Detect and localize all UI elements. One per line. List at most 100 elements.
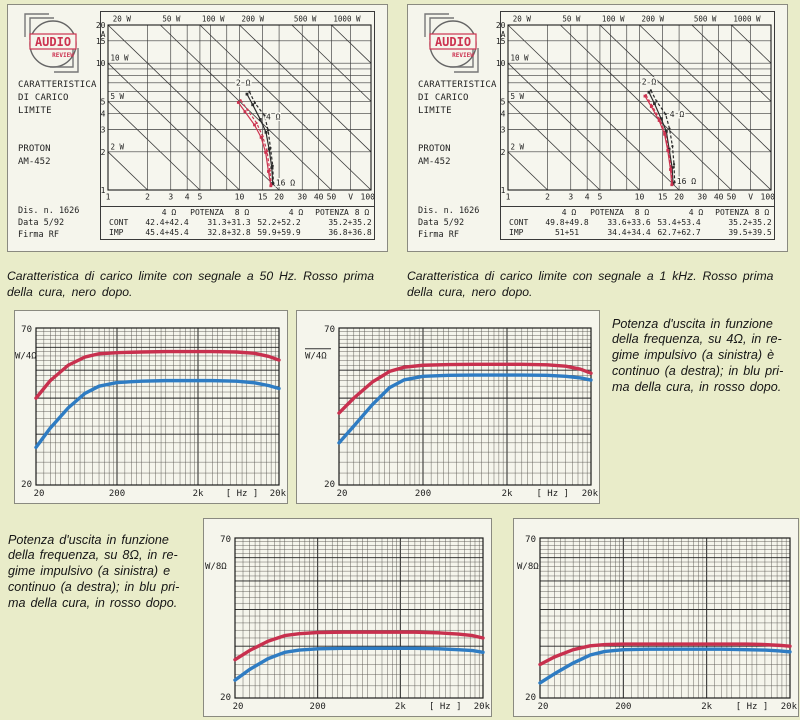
logo-audio-box: [29, 33, 77, 50]
load-chart-box-1khz: 20 W 50 W 100 W 200 W 500 W 1000 W 10 W 5 W 2 W 2…: [496, 11, 775, 240]
svg-text:5 W: 5 W: [511, 92, 525, 101]
svg-text:A: A: [501, 30, 506, 39]
col-header: POTENZA: [315, 208, 349, 217]
svg-text:100 W: 100 W: [202, 15, 225, 24]
svg-text:15: 15: [496, 37, 506, 46]
value-imp-4ohm-black: 59.9+59.9: [257, 228, 301, 237]
svg-text:500 W: 500 W: [694, 15, 717, 24]
svg-text:2 W: 2 W: [511, 142, 525, 151]
svg-text:[ Hz ]: [ Hz ]: [429, 702, 462, 712]
svg-text:5: 5: [101, 97, 106, 106]
value-cont-8ohm-black: 35.2+35.2: [728, 218, 772, 227]
svg-text:16 Ω: 16 Ω: [677, 177, 696, 186]
panel-title: CARATTERISTICA DI CARICO LIMITE: [418, 80, 497, 116]
svg-text:5: 5: [598, 193, 603, 202]
svg-text:20: 20: [96, 21, 106, 30]
svg-text:V: V: [748, 193, 753, 202]
freq-panel-8ohm-continuous: 70 20 20 200 2k [ Hz ] 20k W/8Ω: [513, 518, 799, 717]
svg-text:1000 W: 1000 W: [333, 15, 361, 24]
row-label: IMP: [509, 228, 524, 237]
value-imp-8ohm-red: 32.8+32.8: [207, 228, 251, 237]
svg-text:3: 3: [168, 193, 173, 202]
value-imp-4ohm-red: 51+51: [554, 228, 580, 237]
caption-50hz: Caratteristica di carico limite con segn…: [7, 269, 375, 299]
value-cont-4ohm-red: 49.8+49.8: [545, 218, 589, 227]
svg-text:2 W: 2 W: [111, 142, 125, 151]
svg-text:W/8Ω: W/8Ω: [205, 562, 227, 572]
svg-text:4: 4: [585, 193, 590, 202]
svg-text:4: 4: [185, 193, 190, 202]
svg-text:15: 15: [258, 193, 268, 202]
svg-text:50: 50: [327, 193, 337, 202]
svg-text:50 W: 50 W: [162, 15, 181, 24]
value-imp-4ohm-black: 62.7+62.7: [657, 228, 701, 237]
audio-review-logo: AUDIO REVIEW: [24, 13, 79, 73]
svg-text:[ Hz ]: [ Hz ]: [536, 489, 569, 499]
svg-text:W/4Ω: W/4Ω: [15, 352, 37, 362]
col-header: 8 Ω: [234, 208, 250, 217]
svg-text:3: 3: [568, 193, 573, 202]
svg-text:[ Hz ]: [ Hz ]: [226, 489, 259, 499]
col-header: POTENZA: [190, 208, 224, 217]
svg-text:20 W: 20 W: [513, 15, 532, 24]
freq-panel-4ohm-impulsive: 70 20 20 200 2k [ Hz ] 20k W/4Ω: [14, 310, 288, 504]
panel-meta: Dis. n. 1626 Data 5/92 Firma RF: [418, 206, 480, 240]
load-chart-50hz: 20 W 50 W 100 W 200 W 500 W 1000 W 10 W 5 W 2 W 2…: [96, 15, 375, 202]
row-label: CONT: [109, 218, 129, 227]
value-cont-4ohm-red: 42.4+42.4: [145, 218, 189, 227]
svg-text:200: 200: [310, 702, 326, 712]
logo-bracket-topleft: [424, 13, 449, 37]
device-name: PROTON AM-452: [18, 144, 51, 167]
load-limit-panel-1khz: AUDIO REVIEW CARATTERISTICA DI CARICO LI…: [407, 4, 788, 252]
logo-bracket-bottomright: [54, 48, 79, 73]
svg-text:4: 4: [501, 110, 506, 119]
svg-text:200 W: 200 W: [642, 15, 665, 24]
svg-text:20k: 20k: [781, 702, 798, 712]
freq-panel-8ohm-impulsive: 70 20 20 200 2k [ Hz ] 20k W/8Ω: [203, 518, 492, 717]
svg-text:2 Ω: 2 Ω: [642, 78, 657, 87]
col-header: 4 Ω: [161, 208, 177, 217]
svg-text:W/8Ω: W/8Ω: [517, 562, 539, 572]
svg-text:5: 5: [198, 193, 203, 202]
svg-text:5 W: 5 W: [111, 92, 125, 101]
col-header: 4 Ω: [561, 208, 577, 217]
svg-text:10: 10: [235, 193, 245, 202]
svg-text:1000 W: 1000 W: [733, 15, 761, 24]
logo-bracket-topleft-inner: [429, 17, 454, 40]
svg-text:20: 20: [274, 193, 284, 202]
svg-text:20k: 20k: [582, 489, 599, 499]
svg-text:[ Hz ]: [ Hz ]: [736, 702, 769, 712]
svg-text:1: 1: [106, 193, 111, 202]
svg-text:70: 70: [525, 535, 536, 545]
logo-bracket-topleft: [24, 13, 49, 37]
svg-text:50: 50: [727, 193, 737, 202]
svg-text:3: 3: [501, 125, 506, 134]
svg-text:20k: 20k: [474, 702, 491, 712]
panel-meta: Dis. n. 1626 Data 5/92 Firma RF: [18, 206, 80, 240]
svg-text:16 Ω: 16 Ω: [276, 178, 295, 187]
svg-text:200 W: 200 W: [242, 15, 265, 24]
svg-text:70: 70: [324, 325, 335, 335]
svg-text:4 Ω: 4 Ω: [266, 113, 281, 122]
col-header: POTENZA: [590, 208, 624, 217]
svg-text:20k: 20k: [270, 489, 287, 499]
svg-text:70: 70: [21, 325, 32, 335]
logo-audio-text: AUDIO: [35, 35, 71, 49]
logo-bracket-bottomright: [454, 48, 479, 73]
row-label: CONT: [509, 218, 529, 227]
svg-text:5: 5: [501, 97, 506, 106]
svg-text:30: 30: [697, 193, 707, 202]
svg-text:W/4Ω: W/4Ω: [305, 352, 327, 362]
logo-review-text: REVIEW: [52, 52, 74, 59]
svg-text:20: 20: [233, 702, 244, 712]
text-block-8ohm: Potenza d'uscita in funzione della frequ…: [8, 532, 180, 610]
svg-text:20: 20: [538, 702, 549, 712]
value-imp-8ohm-black: 36.8+36.8: [328, 228, 372, 237]
col-header: POTENZA: [715, 208, 749, 217]
svg-text:4 Ω: 4 Ω: [670, 110, 685, 119]
